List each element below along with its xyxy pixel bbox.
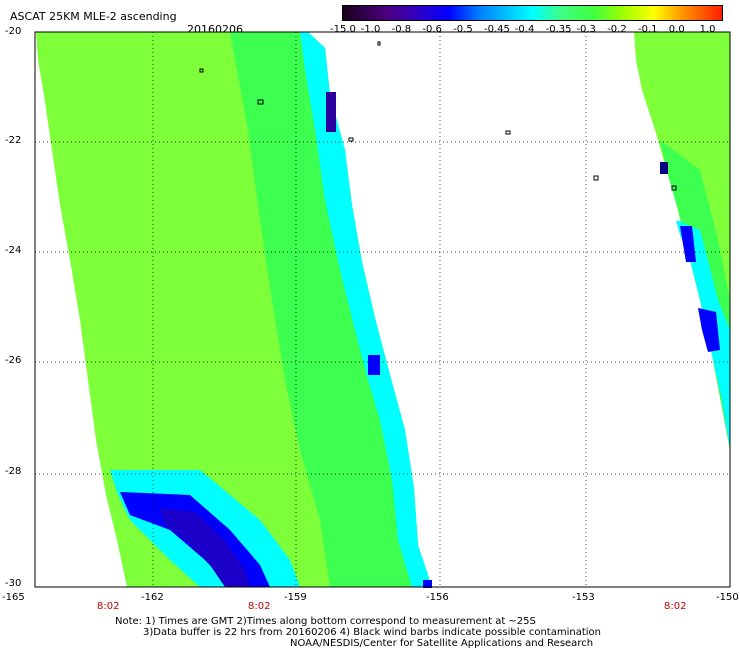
colorbar-tick: -0.3 (576, 24, 596, 35)
right-swath (634, 32, 730, 450)
colorbar-tick: -0.35 (545, 24, 572, 35)
island-outline (199, 68, 204, 73)
lat-label-24: -24 (5, 245, 22, 256)
lat-label-28: -28 (5, 466, 22, 477)
right-swath-blue (698, 308, 720, 352)
lat-label-26: -26 (5, 355, 22, 366)
product-title: ASCAT 25KM MLE-2 ascending (10, 10, 177, 23)
pass-time-1: 8:02 (97, 601, 120, 612)
island-outline (257, 99, 264, 105)
colorbar-tick: -0.8 (391, 24, 412, 35)
low-darkblue (160, 508, 250, 587)
colorbar-tick: 0.0 (668, 24, 685, 35)
lat-label-22: -22 (5, 135, 22, 146)
island-outline (505, 130, 511, 135)
colorbar-tick: -0.6 (422, 24, 442, 35)
left-swath-band (230, 32, 432, 587)
edge-patch (368, 355, 380, 375)
lon-label-153: -153 (572, 592, 595, 603)
left-swath-cyan-edge (300, 32, 432, 587)
lat-label-30: -30 (5, 578, 22, 589)
colorbar-tick: -0.2 (607, 24, 627, 35)
colorbar-tick: -0.45 (484, 24, 510, 35)
colorbar-tick: 1.0 (699, 24, 716, 35)
lon-label-165: -165 (2, 592, 25, 603)
island-outline (348, 137, 354, 142)
colorbar-tick: -1.0 (360, 24, 381, 35)
pass-time-3: 8:02 (664, 601, 687, 612)
lon-label-162: -162 (141, 592, 164, 603)
lat-label-20: -20 (5, 26, 22, 37)
right-swath-cyan (676, 220, 730, 450)
lon-label-159: -159 (284, 592, 307, 603)
colorbar-tick: -15.0 (330, 24, 356, 35)
note-line-3: NOAA/NESDIS/Center for Satellite Applica… (290, 638, 594, 649)
island-outline (377, 41, 381, 46)
lon-label-156: -156 (426, 592, 449, 603)
map-frame (34, 31, 731, 588)
island-outlines (199, 41, 677, 191)
island-outline (671, 185, 677, 191)
pass-time-2: 8:02 (248, 601, 271, 612)
island-outline (593, 175, 599, 181)
colorbar-tick: -0.1 (638, 24, 658, 35)
right-swath-patch (660, 162, 668, 174)
colorbar (342, 5, 723, 21)
note-line-2: 3)Data buffer is 22 hrs from 20160206 4)… (143, 627, 601, 638)
edge-patch (423, 580, 432, 588)
colorbar-tick: -0.5 (453, 24, 473, 35)
note-line-1: Note: 1) Times are GMT 2)Times along bot… (115, 616, 536, 627)
edge-patch (326, 92, 336, 132)
right-swath-blue (680, 226, 696, 262)
swath-layer (36, 32, 730, 588)
colorbar-tick: -0.4 (514, 24, 535, 35)
lon-label-150: -150 (716, 592, 739, 603)
